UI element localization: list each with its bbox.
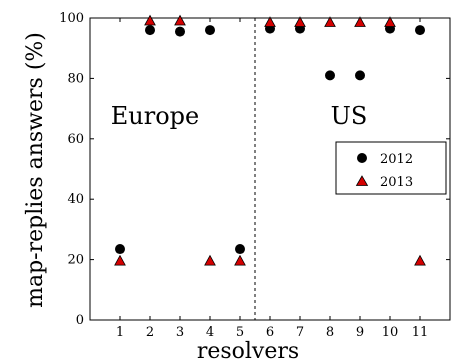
point-2013: [204, 254, 216, 266]
x-tick-label: 8: [326, 325, 334, 340]
legend-label-2012: 2012: [380, 152, 413, 167]
point-2012: [205, 25, 215, 36]
point-2012: [145, 25, 155, 36]
legend-box: [335, 141, 447, 195]
x-tick-label: 6: [266, 325, 274, 340]
x-tick-label: 11: [412, 325, 429, 340]
point-2013: [354, 16, 366, 27]
point-2013: [264, 16, 276, 27]
x-tick-label: 10: [382, 325, 399, 340]
point-2013: [144, 14, 156, 26]
point-2013: [384, 16, 396, 27]
point-2013: [174, 14, 186, 26]
x-axis-label: resolvers: [197, 339, 299, 362]
y-tick-label: 80: [67, 71, 84, 86]
x-tick-label: 2: [146, 325, 154, 340]
x-tick-label: 1: [116, 325, 124, 340]
data-marks: [114, 14, 426, 266]
legend-marker-2012: [357, 153, 367, 163]
y-tick-label: 0: [76, 313, 84, 328]
point-2012: [115, 244, 125, 255]
legend-marker-2013: [355, 175, 369, 186]
point-2012: [175, 26, 185, 37]
y-tick-label: 100: [59, 11, 84, 26]
x-tick-label: 7: [296, 325, 304, 340]
y-tick-label: 60: [67, 132, 84, 147]
y-tick-label: 40: [67, 192, 84, 207]
x-axis: 1 2 3 4 5 6 7 8 9 10 11: [116, 18, 428, 340]
x-tick-label: 5: [236, 325, 244, 340]
y-axis: 0 20 40 60 80 100: [59, 11, 450, 328]
point-2013: [114, 254, 126, 266]
x-tick-label: 4: [206, 325, 214, 340]
y-tick-label: 20: [67, 253, 84, 268]
point-2013: [294, 16, 306, 27]
point-2012: [355, 70, 365, 81]
y-axis-label: map-replies answers (%): [23, 32, 48, 308]
point-2013: [324, 16, 336, 27]
point-2013: [234, 254, 246, 266]
x-tick-label: 9: [356, 325, 364, 340]
point-2012: [415, 25, 425, 36]
legend: 2012 2013: [335, 141, 447, 195]
point-2012: [235, 244, 245, 255]
point-2013: [414, 254, 426, 266]
region-label-europe: Europe: [111, 102, 199, 130]
x-tick-label: 3: [176, 325, 184, 340]
region-label-us: US: [331, 102, 368, 130]
legend-label-2013: 2013: [380, 175, 413, 190]
point-2012: [325, 70, 335, 81]
